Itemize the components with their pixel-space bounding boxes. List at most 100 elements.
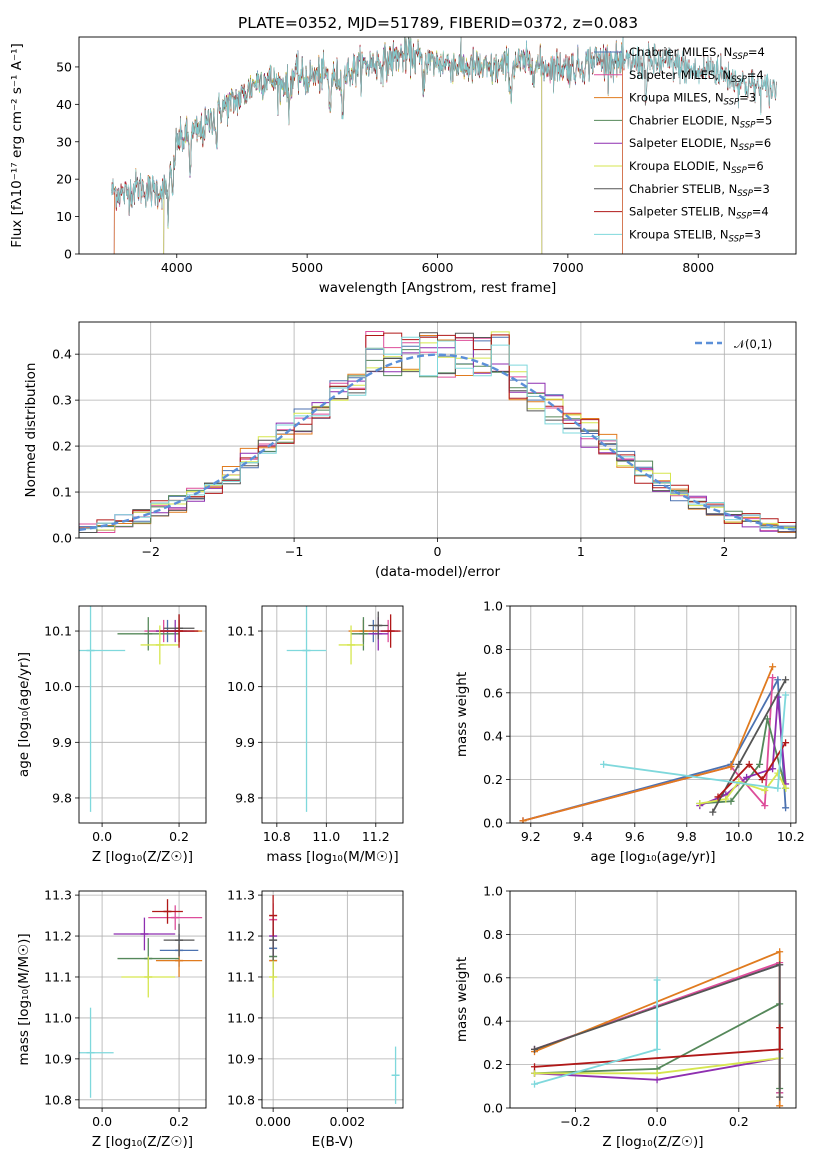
legend-count: =6 — [747, 159, 764, 173]
y-tick-label: 0.4 — [483, 1014, 503, 1029]
y-tick-label: 0.4 — [483, 729, 503, 744]
series-point — [758, 776, 766, 784]
x-tick-label: 9.4 — [573, 829, 593, 844]
y-tick-label: 11.3 — [44, 888, 72, 903]
axes-frame — [78, 36, 797, 255]
series-point — [519, 817, 527, 823]
y-tick-label: 50 — [56, 59, 72, 74]
legend-count: =6 — [754, 136, 771, 150]
series-point — [727, 763, 735, 771]
series-point — [774, 784, 782, 792]
series-point — [761, 802, 769, 810]
spectrum-model-line — [111, 37, 777, 228]
x-tick-label: 9.6 — [625, 829, 645, 844]
series-point — [653, 1076, 661, 1084]
x-tick-label: 0.0 — [92, 1114, 112, 1129]
y-axis-label: mass weight — [454, 957, 470, 1042]
weight-lines — [531, 948, 784, 1108]
series-point — [769, 765, 777, 773]
x-axis-label: (data-model)/error — [375, 564, 501, 580]
axes-frame — [78, 605, 207, 824]
series-point — [782, 691, 790, 699]
legend-name: Kroupa MILES, N — [629, 91, 724, 105]
series-point — [756, 760, 764, 768]
series-point — [776, 1093, 784, 1101]
x-axis-label: Z [log₁₀(Z/Z☉)] — [92, 1134, 193, 1150]
plots-layer: 4000 5000 6000 7000 800001020304050wavelengt… — [9, 36, 805, 1150]
y-tick-label: 40 — [56, 97, 72, 112]
axes-frame — [509, 890, 797, 1109]
legend-subscript: SSP — [736, 212, 752, 222]
x-tick-label: 2 — [720, 544, 728, 559]
y-tick-label: 0.0 — [52, 531, 72, 546]
x-tick-label: 10.0 — [725, 829, 753, 844]
y-tick-label: 9.8 — [52, 790, 72, 805]
series-line — [522, 666, 774, 822]
series-point — [776, 961, 784, 969]
histogram-step — [79, 349, 796, 538]
x-tick-label: 0.2 — [169, 829, 189, 844]
series-point — [696, 799, 704, 807]
series-line — [534, 980, 658, 1085]
legend-subscript: SSP — [731, 166, 747, 176]
mass-vs-ebv-panel: 0.000 0.002 10.8 10.9 11.0 11.1 11.2 11.3 E(B-V) — [227, 888, 404, 1150]
x-tick-label: 0.002 — [329, 1114, 365, 1129]
spectrum-panel: 4000 5000 6000 7000 8000 0 10 20 30 40 50 wavelengt… — [9, 36, 797, 296]
axes-frame — [261, 605, 404, 824]
axes-frame — [261, 890, 404, 1109]
errorbars — [286, 606, 401, 812]
y-tick-label: 0.2 — [483, 1057, 503, 1072]
series-point — [782, 784, 790, 792]
legend-entry: Chabrier MILES, NSSP=4 — [629, 45, 765, 62]
series-point — [769, 663, 777, 671]
legend-entry: Chabrier ELODIE, NSSP=5 — [629, 113, 772, 130]
legend-subscript: SSP — [724, 98, 740, 108]
x-tick-label: 8000 — [682, 260, 714, 275]
series-point — [709, 808, 717, 816]
y-tick-label: 0.2 — [483, 772, 503, 787]
series-point — [743, 773, 751, 781]
spectrum-lines — [111, 37, 777, 254]
legend-count: =3 — [744, 227, 761, 241]
series-line — [699, 697, 787, 807]
x-tick-label: 11.2 — [362, 829, 390, 844]
series-point — [776, 1045, 784, 1053]
legend-name: Chabrier STELIB, N — [629, 182, 737, 196]
legend-entry: 𝒩(0,1) — [734, 337, 772, 351]
y-tick-label: 11.3 — [227, 888, 255, 903]
y-axis-label: mass weight — [454, 672, 470, 757]
legend-subscript: SSP — [729, 234, 745, 244]
age-vs-Z-panel: 0.0 0.2 9.8 9.9 10.0 10.1 Z [log₁₀(Z/Z☉)] age [… — [16, 605, 207, 865]
legend-entry: Kroupa ELODIE, NSSP=6 — [629, 159, 764, 176]
series-point — [714, 793, 722, 801]
series-point — [531, 1063, 539, 1071]
y-axis-label: mass [log₁₀(M/M☉)] — [16, 933, 32, 1065]
errorbars — [269, 895, 400, 1104]
x-tick-label: 0.2 — [169, 1114, 189, 1129]
legend-name: Kroupa ELODIE, N — [629, 159, 731, 173]
y-tick-label: 9.9 — [235, 735, 255, 750]
y-axis-label: age [log₁₀(age/yr)] — [16, 652, 32, 777]
y-tick-label: 1.0 — [483, 599, 503, 614]
x-tick-label: 7000 — [552, 260, 584, 275]
legend-count: =5 — [755, 113, 772, 127]
y-tick-label: 10.9 — [44, 1051, 72, 1066]
y-tick-label: 11.1 — [227, 969, 255, 984]
legend-subscript: SSP — [732, 52, 748, 62]
y-tick-label: 10 — [56, 209, 72, 224]
mass-weight-vs-age-panel: 9.2 9.4 9.6 9.8 10.0 10.2 0.0 0.2 0.4 0.6 0.8 1.0 ag… — [454, 599, 805, 866]
series-point — [653, 976, 661, 984]
x-tick-label: −1 — [285, 544, 303, 559]
series-point — [776, 1024, 784, 1032]
series-point — [735, 760, 743, 768]
series-line — [522, 677, 774, 822]
y-tick-label: 0.3 — [52, 393, 72, 408]
legend-count: =4 — [748, 45, 765, 59]
histograms — [79, 331, 796, 538]
legend-entry: Salpeter STELIB, NSSP=4 — [629, 205, 769, 222]
legend-subscript: SSP — [740, 120, 756, 130]
y-tick-label: 9.8 — [235, 790, 255, 805]
legend-entry: Kroupa STELIB, NSSP=3 — [629, 227, 761, 244]
x-axis-label: Z [log₁₀(Z/Z☉)] — [92, 849, 193, 865]
